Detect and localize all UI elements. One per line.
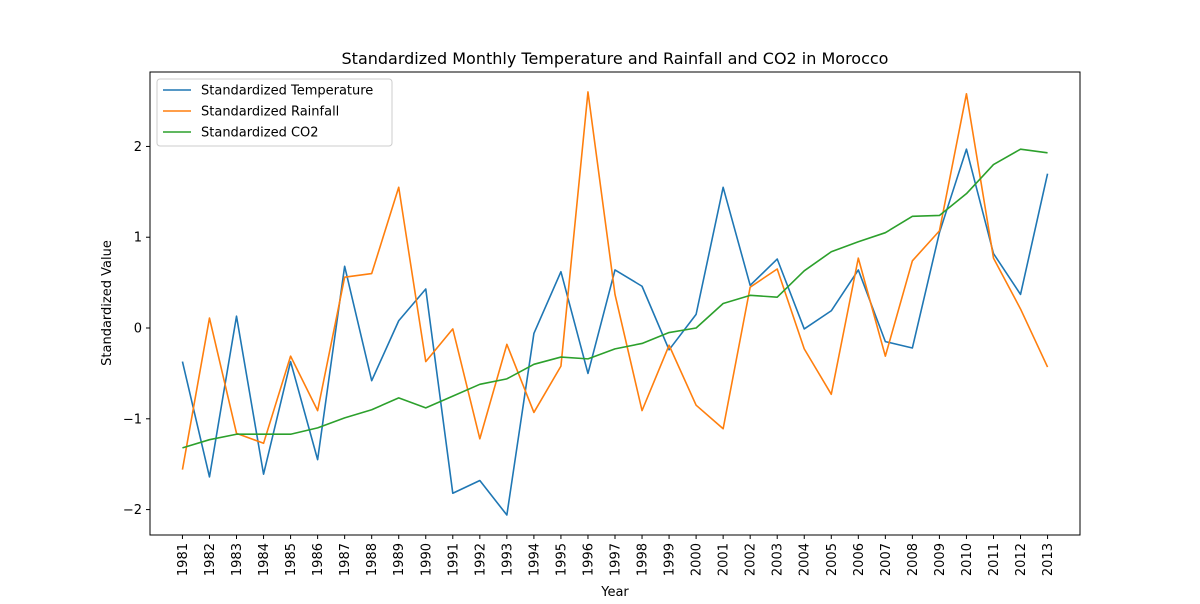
legend-label-1: Standardized Rainfall: [201, 105, 339, 120]
legend-box: [156, 78, 393, 147]
x-tick-label: 1987: [338, 543, 353, 576]
x-tick-label: 2008: [906, 543, 921, 576]
x-tick-label: 2010: [960, 543, 975, 576]
x-tick-label: 1981: [176, 543, 191, 576]
x-tick-label: 2007: [879, 543, 894, 576]
x-axis-label: Year: [600, 585, 629, 600]
y-tick-label: −1: [123, 412, 142, 427]
x-tick-label: 1992: [473, 543, 488, 576]
legend: Standardized Temperature Standardized Rai…: [156, 78, 393, 147]
x-tick-label: 2003: [771, 543, 786, 576]
x-tick-label: 1983: [230, 543, 245, 576]
x-tick-label: 2011: [987, 543, 1002, 576]
y-axis: −2 −1 0 1 2: [123, 140, 150, 518]
x-tick-label: 2002: [744, 543, 759, 576]
x-tick-label: 2005: [825, 543, 840, 576]
x-tick-label: 2013: [1041, 543, 1056, 576]
y-tick-label: 0: [134, 322, 142, 337]
series-lines: [181, 91, 1049, 516]
x-tick-label: 2000: [690, 543, 705, 576]
x-tick-label: 1994: [527, 543, 542, 576]
x-tick-label: 1985: [284, 543, 299, 576]
legend-label-0: Standardized Temperature: [201, 84, 373, 99]
x-tick-label: 1988: [365, 543, 380, 576]
y-axis-label: Standardized Value: [100, 240, 115, 366]
chart-title: Standardized Monthly Temperature and Rai…: [342, 49, 889, 68]
x-tick-label: 1989: [392, 543, 407, 576]
x-tick-label: 2009: [933, 543, 948, 576]
x-tick-label: 1993: [500, 543, 515, 576]
x-tick-label: 2001: [717, 543, 732, 576]
series-line-0: [181, 148, 1049, 516]
x-tick-label: 1982: [203, 543, 218, 576]
x-tick-label: 1986: [311, 543, 326, 576]
series-line-1: [181, 91, 1049, 470]
x-tick-label: 1999: [663, 543, 678, 576]
x-tick-label: 1995: [554, 543, 569, 576]
y-tick-label: −2: [123, 503, 142, 518]
legend-label-2: Standardized CO2: [201, 126, 319, 141]
x-tick-label: 2004: [798, 543, 813, 576]
x-tick-label: 2006: [852, 543, 867, 576]
y-tick-label: 2: [134, 140, 142, 155]
y-tick-label: 1: [134, 231, 142, 246]
x-axis: 1981 1982 1983 1984 1985 1986 1987 1988 1989 1990…: [176, 535, 1056, 576]
x-tick-label: 1984: [257, 543, 272, 576]
x-tick-label: 1991: [446, 543, 461, 576]
x-tick-label: 1998: [636, 543, 651, 576]
x-tick-label: 1990: [419, 543, 434, 576]
series-line-2: [182, 148, 1048, 449]
x-tick-label: 1997: [609, 543, 624, 576]
x-tick-label: 2012: [1014, 543, 1029, 576]
x-tick-label: 1996: [581, 543, 596, 576]
